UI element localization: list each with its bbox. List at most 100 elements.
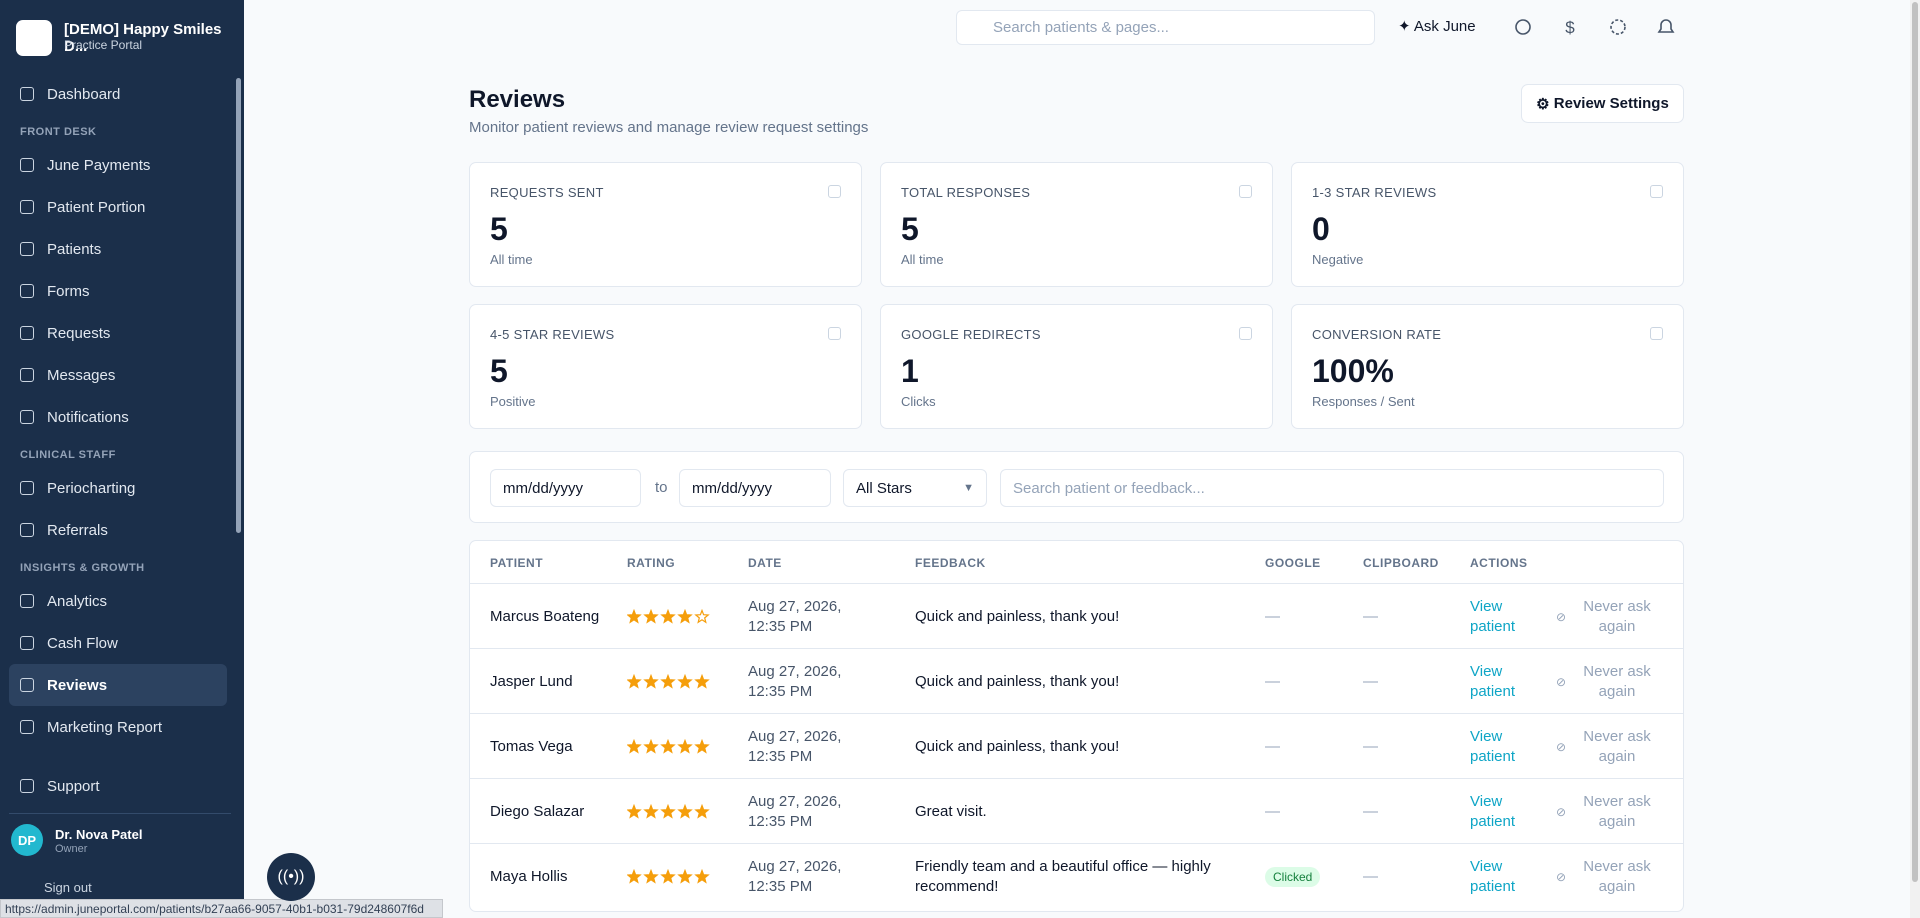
nav-item[interactable]: Marketing Report [9,706,227,748]
stat-note: All time [490,252,533,267]
clipboard: — [1363,802,1378,820]
google: — [1265,672,1280,690]
star-rating [627,868,710,884]
star [694,868,710,884]
nav-label: Analytics [47,592,108,610]
star-rating [627,738,710,754]
mute-icon: ⊘ [1556,869,1567,884]
stat-note: Negative [1312,252,1364,267]
placeholder: mm/dd/yyyy [692,479,773,497]
nav-item[interactable]: Patient Portion [9,186,227,228]
nav-item[interactable]: Periocharting [9,467,227,509]
stat-note: All time [901,252,944,267]
date: Aug 27, 2026, 12:35 PM [748,597,842,635]
never-ask[interactable]: Never ask again [1583,597,1651,635]
nav-label: Notifications [47,408,129,426]
nav-label: Messages [47,366,116,384]
view-patient[interactable]: View patient [1470,662,1516,700]
rating [627,714,711,779]
label: Review Settings [1553,95,1669,112]
label: Ask June [1413,18,1476,35]
star [660,738,676,754]
nav-item[interactable]: Referrals [9,509,227,551]
never-ask[interactable]: Never ask again [1583,792,1651,830]
google-badge: Clicked [1265,866,1321,887]
star [643,673,659,689]
ask-june[interactable]: ✦ Ask June [1398,18,1476,35]
filter-bar: mm/dd/yyyy to mm/dd/yyyy All Stars ▼ Sear… [469,451,1684,523]
stat-icon [828,327,841,340]
review-settings-button[interactable]: ⚙ Review Settings [1521,84,1684,123]
rating [627,584,711,649]
column-header: FEEDBACK [915,556,986,570]
nav-item[interactable]: June Payments [9,144,227,186]
stat-label: REQUESTS SENT [490,185,604,200]
view-patient[interactable]: View patient [1470,727,1516,765]
sign-out[interactable]: Sign out [44,880,92,895]
rating [627,844,711,909]
icon-billing[interactable]: $ [1565,18,1575,37]
view-patient[interactable]: View patient [1470,792,1516,830]
nav-item[interactable]: Forms [9,270,227,312]
icon-notifications[interactable] [1657,19,1675,33]
star [627,673,642,689]
stat-card: TOTAL RESPONSES 5 All time [880,162,1273,287]
rating [627,779,711,844]
column-header: GOOGLE [1265,556,1321,570]
stat-icon [1239,185,1252,198]
star [643,608,659,624]
clipboard: — [1363,607,1378,625]
avatar: DP [11,824,43,856]
icon-view[interactable] [1515,19,1531,35]
nav-support[interactable]: Support [9,765,227,807]
column-header: RATING [627,556,676,570]
nav-label: Reviews [47,676,108,694]
patient: Tomas Vega [490,737,573,755]
page-scrollbar [1910,0,1920,918]
nav-item[interactable]: Requests [9,312,227,354]
nav-section: CLINICAL STAFF [20,449,116,461]
star [677,803,693,819]
nav-section: FRONT DESK [20,126,97,138]
global-search[interactable]: Search patients & pages... [956,10,1375,45]
assistant-button[interactable]: ((•)) [267,853,315,901]
never-ask[interactable]: Never ask again [1583,662,1651,700]
nav-item[interactable]: Reviews [9,664,227,706]
column-header: ACTIONS [1470,556,1528,570]
icon-settings[interactable] [1610,19,1626,35]
nav-item[interactable]: Patients [9,228,227,270]
date-to[interactable]: mm/dd/yyyy [679,469,831,507]
nav-item[interactable]: Notifications [9,396,227,438]
nav-item[interactable]: Dashboard [9,73,227,115]
reviews-table: PATIENT RATING DATE FEEDBACK GOOGLE CLIPBOARD… [469,540,1684,912]
placeholder: mm/dd/yyyy [503,479,584,497]
nav-item[interactable]: Analytics [9,580,227,622]
view-patient[interactable]: View patient [1470,597,1516,635]
nav-icon [20,158,34,172]
scrollbar [236,78,241,533]
star [677,868,693,884]
patient: Maya Hollis [490,867,568,885]
star-rating [627,673,710,689]
star [677,738,693,754]
nav-label: Requests [47,324,111,342]
feedback-search[interactable]: Search patient or feedback... [1000,469,1664,507]
stat-icon [1239,327,1252,340]
column-header: CLIPBOARD [1363,556,1439,570]
nav-label: Patient Portion [47,198,146,216]
never-ask[interactable]: Never ask again [1583,857,1651,895]
stat-card: 1-3 STAR REVIEWS 0 Negative [1291,162,1684,287]
nav-item[interactable]: Messages [9,354,227,396]
nav-icon [20,636,34,650]
user-role: Owner [55,843,88,855]
never-ask[interactable]: Never ask again [1583,727,1651,765]
divider [9,813,231,814]
nav-label: June Payments [47,156,151,174]
date-from[interactable]: mm/dd/yyyy [490,469,641,507]
table-row: Tomas Vega Aug 27, 2026, 12:35 PM Quick an… [470,713,1683,778]
feedback: Friendly team and a beautiful office — h… [915,857,1211,895]
view-patient[interactable]: View patient [1470,857,1516,895]
nav-item[interactable]: Cash Flow [9,622,227,664]
nav-icon [20,368,34,382]
stars-select[interactable]: All Stars ▼ [843,469,987,507]
